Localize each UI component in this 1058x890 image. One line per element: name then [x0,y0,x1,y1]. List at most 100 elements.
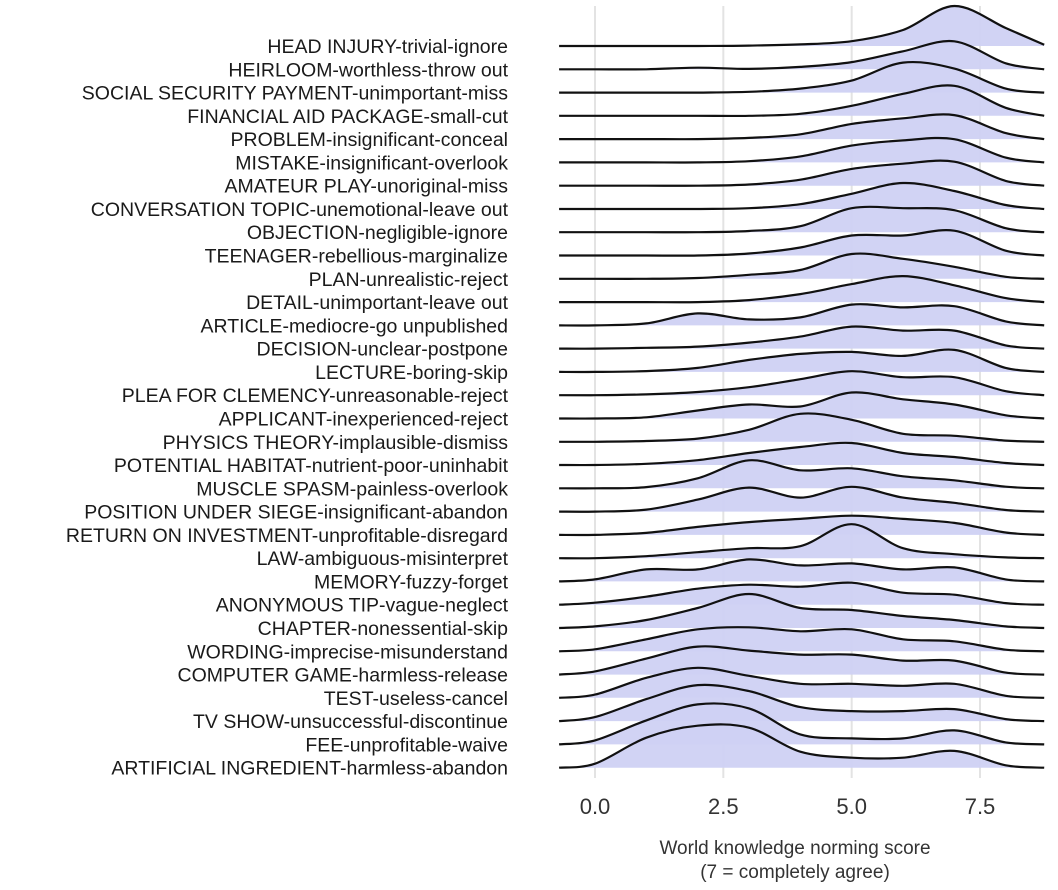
category-label: FEE-unprofitable-waive [305,734,508,756]
x-tick-label: 0.0 [580,794,611,819]
ridge-fill [559,582,1045,605]
category-label: ARTIFICIAL INGREDIENT-harmless-abandon [111,758,508,780]
category-label: FINANCIAL AID PACKAGE-small-cut [187,106,508,128]
ridge-fill [559,114,1045,140]
ridge-fill [559,349,1045,372]
ridge-density-line [559,4,1045,48]
ridge-density-line [559,412,1045,443]
ridge-density-line [558,723,1045,769]
ridge-density-line [559,626,1045,653]
ridge-density-line [559,60,1045,94]
density-ridges [558,4,1045,769]
category-label: DETAIL-unimportant-leave out [246,292,509,314]
category-label: MUSCLE SPASM-painless-overlook [196,478,508,500]
category-label: CHAPTER-nonessential-skip [258,618,508,640]
ridge-fill [559,646,1045,675]
ridge-fill [559,230,1045,256]
ridge-density-line [559,348,1045,374]
ridge-density-line [559,181,1045,211]
ridge-fill [559,486,1045,512]
category-label: ANONYMOUS TIP-vague-neglect [216,595,509,617]
category-label: POSITION UNDER SIEGE-insignificant-aband… [84,502,508,524]
ridge-fill [559,524,1045,559]
ridge-density-line [559,325,1045,350]
category-label: ARTICLE-mediocre-go unpublished [201,315,508,337]
category-label: TEENAGER-rebellious-marginalize [205,246,508,268]
ridge-density-line [559,391,1045,420]
ridge-fill [559,594,1045,628]
ridge-density-line [559,592,1045,630]
ridge-density-line [559,84,1045,118]
ridge-density-line [559,666,1045,699]
x-tick-label: 7.5 [965,794,996,819]
ridge-fill [559,724,1045,768]
ridge-density-line [559,252,1045,280]
ridge-fill [559,304,1045,326]
category-label: DECISION-unclear-postpone [257,339,508,361]
ridge-density-line [558,645,1045,676]
ridge-fill [559,326,1045,349]
ridge-density-line [559,581,1045,606]
ridge-fill [559,460,1045,489]
ridge-density-line [558,683,1045,723]
ridge-fill [559,442,1045,466]
x-axis-title-line1: World knowledge norming score [659,838,930,859]
x-axis-ticks: 0.0 2.5 5.0 7.5 [580,794,996,819]
ridge-density-line [559,113,1045,141]
category-label: OBJECTION-negligible-ignore [247,222,508,244]
category-label: TEST-useless-cancel [324,688,508,710]
category-label: HEIRLOOM-worthless-throw out [228,59,508,81]
ridge-fill [559,413,1045,442]
category-label: PROBLEM-insignificant-conceal [231,129,508,151]
category-label: MISTAKE-insignificant-overlook [235,152,508,174]
category-label: SOCIAL SECURITY PAYMENT-unimportant-miss [82,83,508,105]
ridge-density-line [559,558,1045,583]
ridge-fill [559,276,1045,303]
ridge-density-line [559,39,1045,71]
ridge-density-line [559,523,1045,560]
ridge-fill [559,206,1045,233]
category-label: COMPUTER GAME-harmless-release [178,665,508,687]
ridge-density-line [558,702,1045,746]
ridge-density-line [559,229,1045,257]
ridge-fill [559,160,1045,186]
category-label: LAW-ambiguous-misinterpret [257,548,509,570]
ridge-fill [559,392,1045,419]
ridge-density-line [559,441,1045,467]
category-label: AMATEUR PLAY-unoriginal-miss [224,176,508,198]
ridge-fill [559,62,1045,93]
ridge-density-line [559,136,1045,164]
category-label: LECTURE-boring-skip [315,362,508,384]
category-label: PLAN-unrealistic-reject [309,269,509,291]
ridge-fill [559,182,1045,210]
category-label: PLEA FOR CLEMENCY-unreasonable-reject [122,385,509,407]
category-label: WORDING-imprecise-misunderstand [187,641,508,663]
ridge-fill [559,559,1045,582]
category-label: TV SHOW-unsuccessful-discontinue [193,711,508,733]
ridge-fill [559,253,1045,279]
category-labels: HEAD INJURY-trivial-ignoreHEIRLOOM-worth… [66,36,509,780]
category-label: PHYSICS THEORY-implausible-dismiss [163,432,509,454]
ridge-fill [559,85,1045,116]
ridge-fill [559,137,1045,163]
ridge-density-line [559,159,1045,187]
category-label: APPLICANT-inexperienced-reject [219,408,509,430]
category-label: HEAD INJURY-trivial-ignore [267,36,508,58]
x-tick-label: 5.0 [836,794,867,819]
category-label: MEMORY-fuzzy-forget [314,571,509,593]
ridge-density-line [559,514,1045,537]
ridge-density-line [559,459,1045,490]
ridge-fill [559,371,1045,396]
x-tick-label: 2.5 [708,794,739,819]
category-label: CONVERSATION TOPIC-unemotional-leave out [91,199,509,221]
ridge-density-line [559,370,1045,397]
category-label: POTENTIAL HABITAT-nutrient-poor-uninhabi… [114,455,509,477]
ridge-fill [559,5,1045,47]
ridge-density-line [559,485,1045,513]
x-axis-title-line2: (7 = completely agree) [700,862,890,883]
ridge-density-line [559,274,1045,304]
ridge-density-line [559,205,1045,234]
ridge-density-line [559,303,1045,327]
